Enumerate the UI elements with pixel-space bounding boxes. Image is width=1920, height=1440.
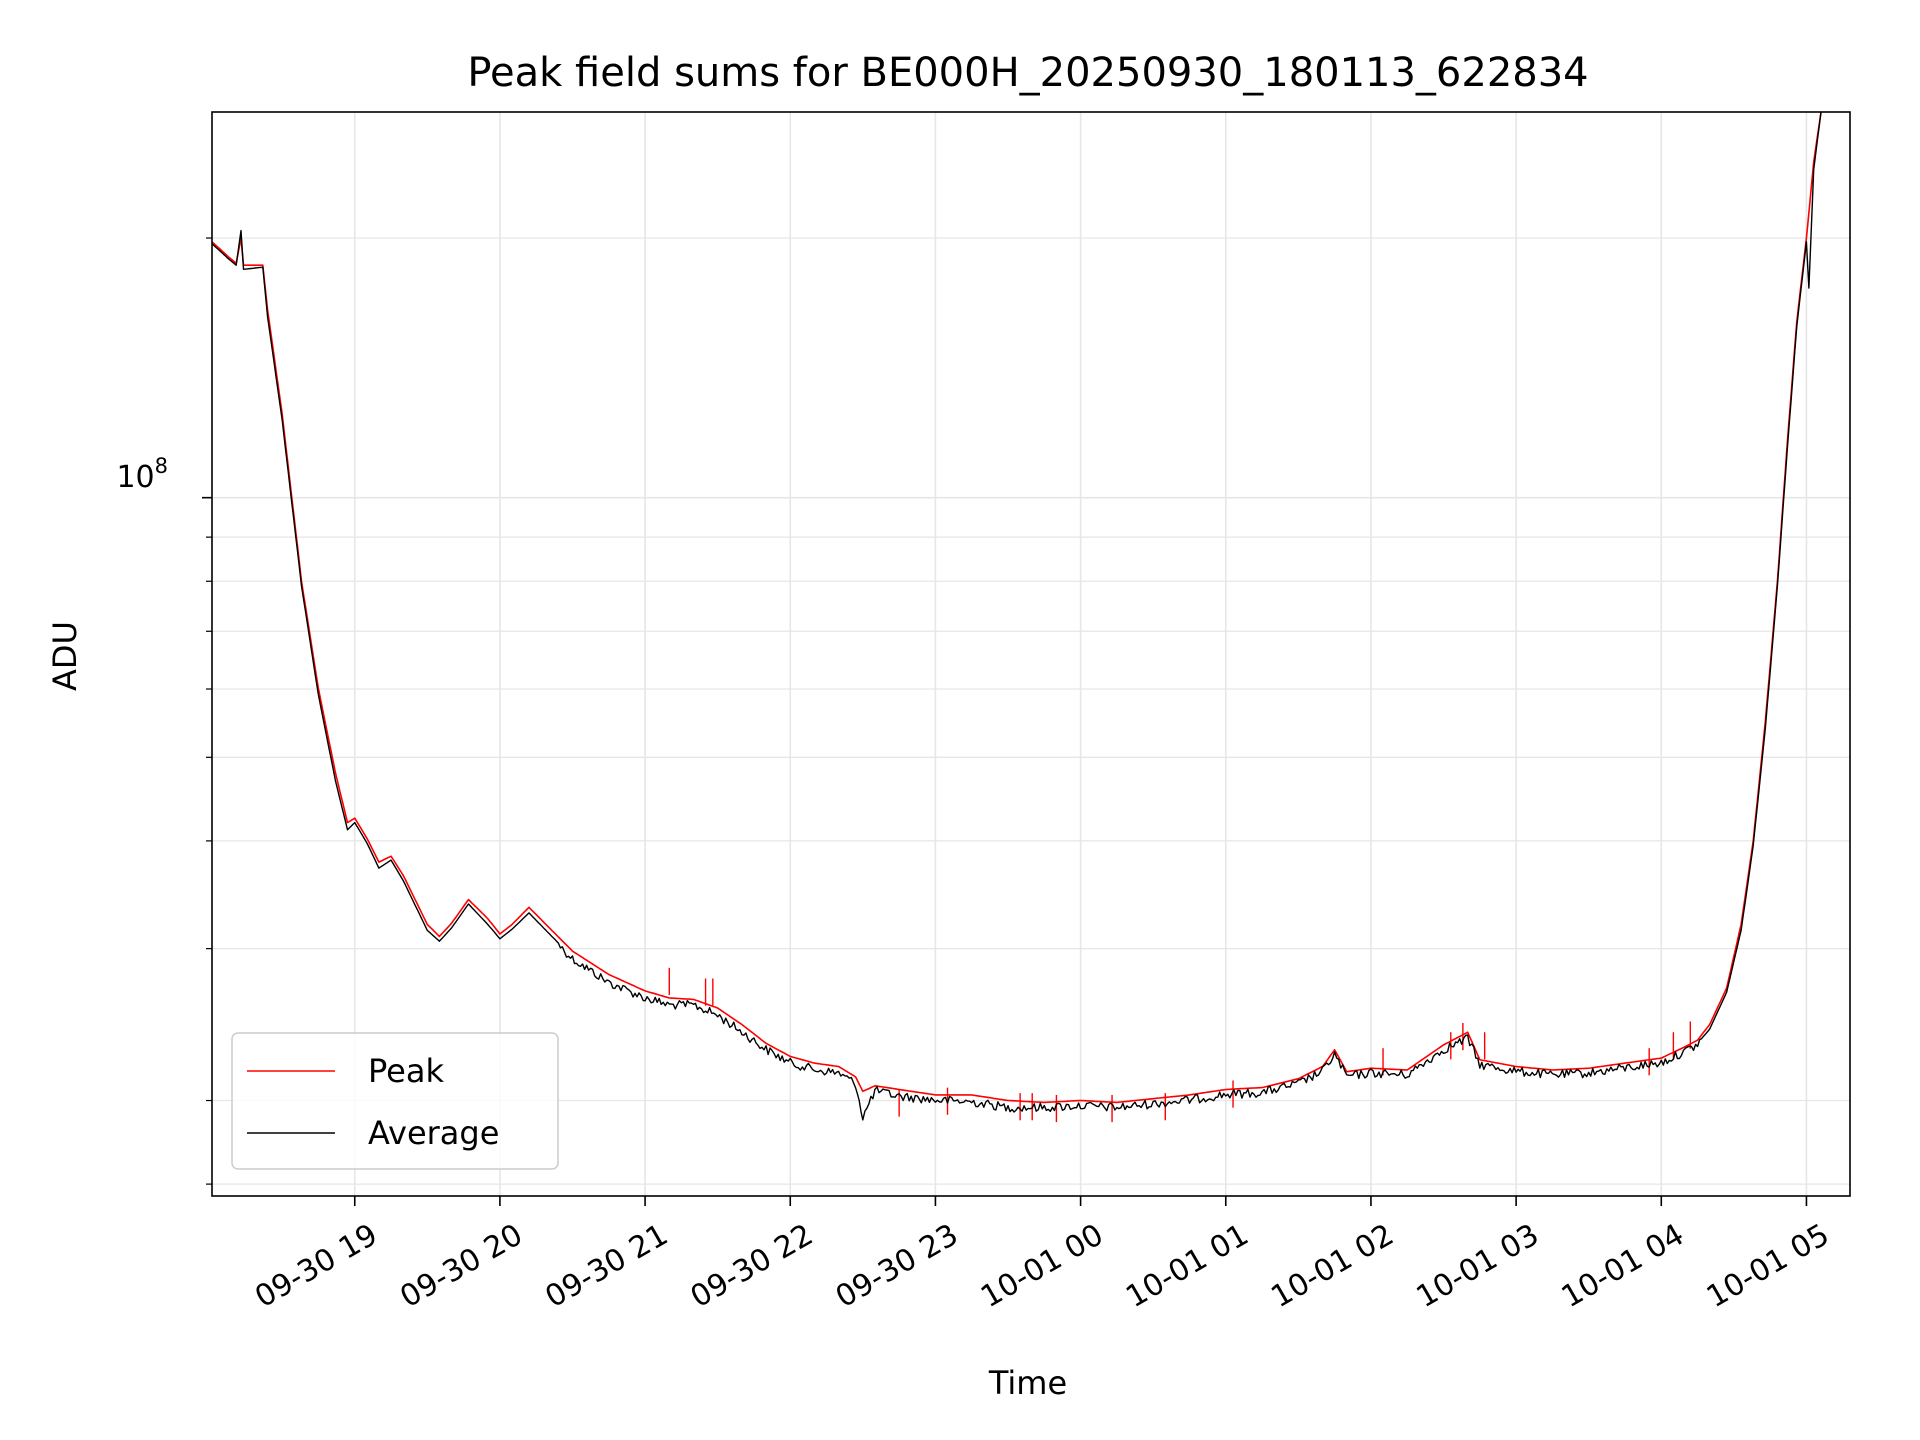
y-tick-label-exponent: 8 bbox=[155, 454, 168, 478]
y-tick-label-major: 108 bbox=[116, 454, 168, 495]
y-tick-label-base: 10 bbox=[116, 460, 154, 495]
legend-peak-label: Peak bbox=[368, 1052, 444, 1090]
series-line-average bbox=[212, 112, 1822, 1121]
series-lines bbox=[212, 112, 1822, 1123]
grid bbox=[212, 112, 1850, 1196]
y-axis-title: ADU bbox=[46, 621, 84, 691]
legend-box bbox=[231, 1032, 559, 1170]
axes-frame bbox=[211, 111, 1851, 1197]
legend-average-label: Average bbox=[368, 1114, 499, 1152]
x-axis-title: Time bbox=[988, 1364, 1067, 1402]
legend[interactable]: Peak Average bbox=[231, 1032, 559, 1170]
series-line-peak bbox=[212, 112, 1822, 1104]
chart-title: Peak field sums for BE000H_20250930_1801… bbox=[467, 50, 1588, 96]
